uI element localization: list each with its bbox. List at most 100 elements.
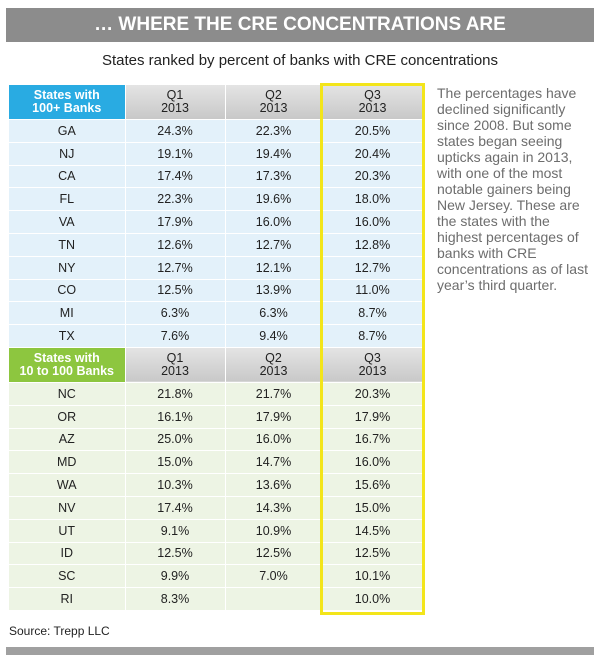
cell: 14.5% xyxy=(322,519,424,543)
data-row: NC 21.8% 21.7% 20.3% xyxy=(9,382,424,406)
data-row: NY 12.7% 12.1% 12.7% xyxy=(9,256,424,280)
cell: TX xyxy=(9,324,126,348)
title: … WHERE THE CRE CONCENTRATIONS ARE xyxy=(94,14,506,35)
cell: 16.0% xyxy=(322,210,424,234)
cell xyxy=(225,587,323,611)
cell: 6.3% xyxy=(125,301,226,326)
cell: 15.0% xyxy=(125,450,226,475)
cell: MD xyxy=(9,450,126,475)
cell: 17.9% xyxy=(225,405,323,429)
header-row: States with 10 to 100 Banks Q1 2013 Q2 201… xyxy=(9,347,424,383)
data-row: SC 9.9% 7.0% 10.1% xyxy=(9,564,424,589)
cell: GA xyxy=(9,119,126,143)
cell: 24.3% xyxy=(125,119,226,143)
cell: 7.6% xyxy=(125,324,226,348)
cell: OR xyxy=(9,405,126,429)
cell: 25.0% xyxy=(125,428,226,452)
data-row: RI 8.3% 10.0% xyxy=(9,587,424,611)
header-row: States with 100+ Banks Q1 2013 Q2 2013 Q3 2… xyxy=(9,85,424,120)
cell: 22.3% xyxy=(125,187,226,212)
cell: 13.6% xyxy=(225,473,323,497)
cell: 20.5% xyxy=(322,119,424,143)
header-cell: Q1 2013 xyxy=(125,347,226,383)
cell: 12.1% xyxy=(225,256,323,280)
source: Source: Trepp LLC xyxy=(9,624,110,638)
cell: 20.3% xyxy=(322,165,424,189)
cell: 17.4% xyxy=(125,496,226,520)
cell: UT xyxy=(9,519,126,543)
cell: 21.7% xyxy=(225,382,323,406)
header-cell: States with 10 to 100 Banks xyxy=(9,347,126,383)
data-row: AZ 25.0% 16.0% 16.7% xyxy=(9,428,424,452)
data-row: NV 17.4% 14.3% 15.0% xyxy=(9,496,424,520)
cell: 22.3% xyxy=(225,119,323,143)
data-row: OR 16.1% 17.9% 17.9% xyxy=(9,405,424,429)
cell: 20.3% xyxy=(322,382,424,406)
cell: 12.5% xyxy=(225,542,323,566)
cell: 12.5% xyxy=(125,542,226,566)
cell: SC xyxy=(9,564,126,589)
cell: 20.4% xyxy=(322,142,424,166)
cell: 15.6% xyxy=(322,473,424,497)
data-row: VA 17.9% 16.0% 16.0% xyxy=(9,210,424,234)
cell: 10.0% xyxy=(322,587,424,611)
cell: 19.1% xyxy=(125,142,226,166)
cell: 12.7% xyxy=(225,233,323,257)
data-row: CO 12.5% 13.9% 11.0% xyxy=(9,279,424,303)
footer-bar xyxy=(6,647,594,655)
cell: 12.8% xyxy=(322,233,424,257)
cell: 17.9% xyxy=(322,405,424,429)
cell: AZ xyxy=(9,428,126,452)
cell: 17.9% xyxy=(125,210,226,234)
table: States with 100+ Banks Q1 2013 Q2 2013 Q3 2… xyxy=(9,85,424,611)
header-cell: Q3 2013 xyxy=(322,347,424,383)
cell: 8.7% xyxy=(322,301,424,326)
cell: 16.7% xyxy=(322,428,424,452)
cell: 8.7% xyxy=(322,324,424,348)
cell: 9.9% xyxy=(125,564,226,589)
cell: 9.1% xyxy=(125,519,226,543)
header-cell: Q1 2013 xyxy=(125,85,226,120)
cell: CO xyxy=(9,279,126,303)
cell: VA xyxy=(9,210,126,234)
cell: 12.5% xyxy=(125,279,226,303)
cell: 12.7% xyxy=(322,256,424,280)
cell: 13.9% xyxy=(225,279,323,303)
cell: 16.0% xyxy=(225,210,323,234)
cell: 9.4% xyxy=(225,324,323,348)
data-row: UT 9.1% 10.9% 14.5% xyxy=(9,519,424,543)
cell: MI xyxy=(9,301,126,326)
cell: NY xyxy=(9,256,126,280)
cell: 12.5% xyxy=(322,542,424,566)
cell: FL xyxy=(9,187,126,212)
cell: 16.0% xyxy=(322,450,424,475)
subtitle: States ranked by percent of banks with C… xyxy=(101,52,499,69)
cell: ID xyxy=(9,542,126,566)
cell: NV xyxy=(9,496,126,520)
header-cell: States with 100+ Banks xyxy=(9,85,126,120)
cell: 7.0% xyxy=(225,564,323,589)
cell: NJ xyxy=(9,142,126,166)
cell: 14.7% xyxy=(225,450,323,475)
cell: 10.3% xyxy=(125,473,226,497)
cell: CA xyxy=(9,165,126,189)
cell: 8.3% xyxy=(125,587,226,611)
cell: 14.3% xyxy=(225,496,323,520)
cell: WA xyxy=(9,473,126,497)
cell: 12.6% xyxy=(125,233,226,257)
cell: 18.0% xyxy=(322,187,424,212)
cell: 6.3% xyxy=(225,301,323,326)
data-row: MI 6.3% 6.3% 8.7% xyxy=(9,301,424,326)
cell: 10.9% xyxy=(225,519,323,543)
cell: 17.4% xyxy=(125,165,226,189)
header-cell: Q3 2013 xyxy=(322,85,424,120)
header-cell: Q2 2013 xyxy=(225,85,323,120)
data-row: TX 7.6% 9.4% 8.7% xyxy=(9,324,424,348)
data-row: TN 12.6% 12.7% 12.8% xyxy=(9,233,424,257)
cell: 11.0% xyxy=(322,279,424,303)
data-row: ID 12.5% 12.5% 12.5% xyxy=(9,542,424,566)
header-cell: Q2 2013 xyxy=(225,347,323,383)
cell: 16.1% xyxy=(125,405,226,429)
cell: 16.0% xyxy=(225,428,323,452)
data-row: FL 22.3% 19.6% 18.0% xyxy=(9,187,424,212)
